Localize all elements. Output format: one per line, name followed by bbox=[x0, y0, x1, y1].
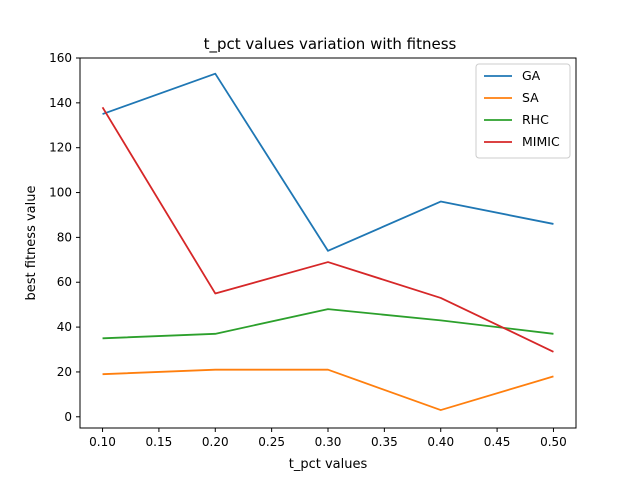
y-tick-label: 120 bbox=[49, 141, 72, 155]
series-line-rhc bbox=[102, 308, 554, 340]
y-tick-label: 160 bbox=[49, 51, 72, 65]
legend-label-ga: GA bbox=[522, 68, 541, 83]
x-tick-label: 0.25 bbox=[258, 435, 285, 449]
ticks-layer: 0.10 0.15 0.20 0.25 0.30 0.35 0.40 0.45 0.50 0 20 4… bbox=[49, 51, 567, 449]
y-tick-label: 60 bbox=[57, 275, 72, 289]
legend-label-mimic: MIMIC bbox=[522, 134, 560, 149]
series-line-ga bbox=[102, 72, 554, 252]
x-tick-label: 0.30 bbox=[315, 435, 342, 449]
y-tick-label: 100 bbox=[49, 186, 72, 200]
y-tick-label: 140 bbox=[49, 96, 72, 110]
x-tick-label: 0.45 bbox=[484, 435, 511, 449]
x-axis-label: t_pct values bbox=[289, 457, 368, 472]
y-tick-label: 40 bbox=[57, 320, 72, 334]
plot-frame bbox=[79, 57, 577, 429]
x-tick-label: 0.50 bbox=[540, 435, 567, 449]
y-tick-label: 0 bbox=[64, 410, 72, 424]
x-tick-label: 0.35 bbox=[371, 435, 398, 449]
y-tick-label: 80 bbox=[57, 230, 72, 244]
legend-label-rhc: RHC bbox=[522, 112, 549, 127]
legend-label-sa: SA bbox=[522, 90, 539, 105]
legend: GA SA RHC MIMIC bbox=[475, 63, 571, 159]
legend-box bbox=[475, 63, 571, 159]
series-lines bbox=[101, 72, 554, 411]
x-tick-label: 0.10 bbox=[89, 435, 116, 449]
chart-title: t_pct values variation with fitness bbox=[204, 35, 457, 54]
series-line-sa bbox=[102, 368, 554, 411]
x-tick-label: 0.20 bbox=[202, 435, 229, 449]
y-axis-label: best fitness value bbox=[24, 186, 39, 301]
x-tick-label: 0.40 bbox=[427, 435, 454, 449]
y-tick-label: 20 bbox=[57, 365, 72, 379]
series-line-mimic bbox=[101, 106, 554, 353]
x-tick-label: 0.15 bbox=[146, 435, 173, 449]
